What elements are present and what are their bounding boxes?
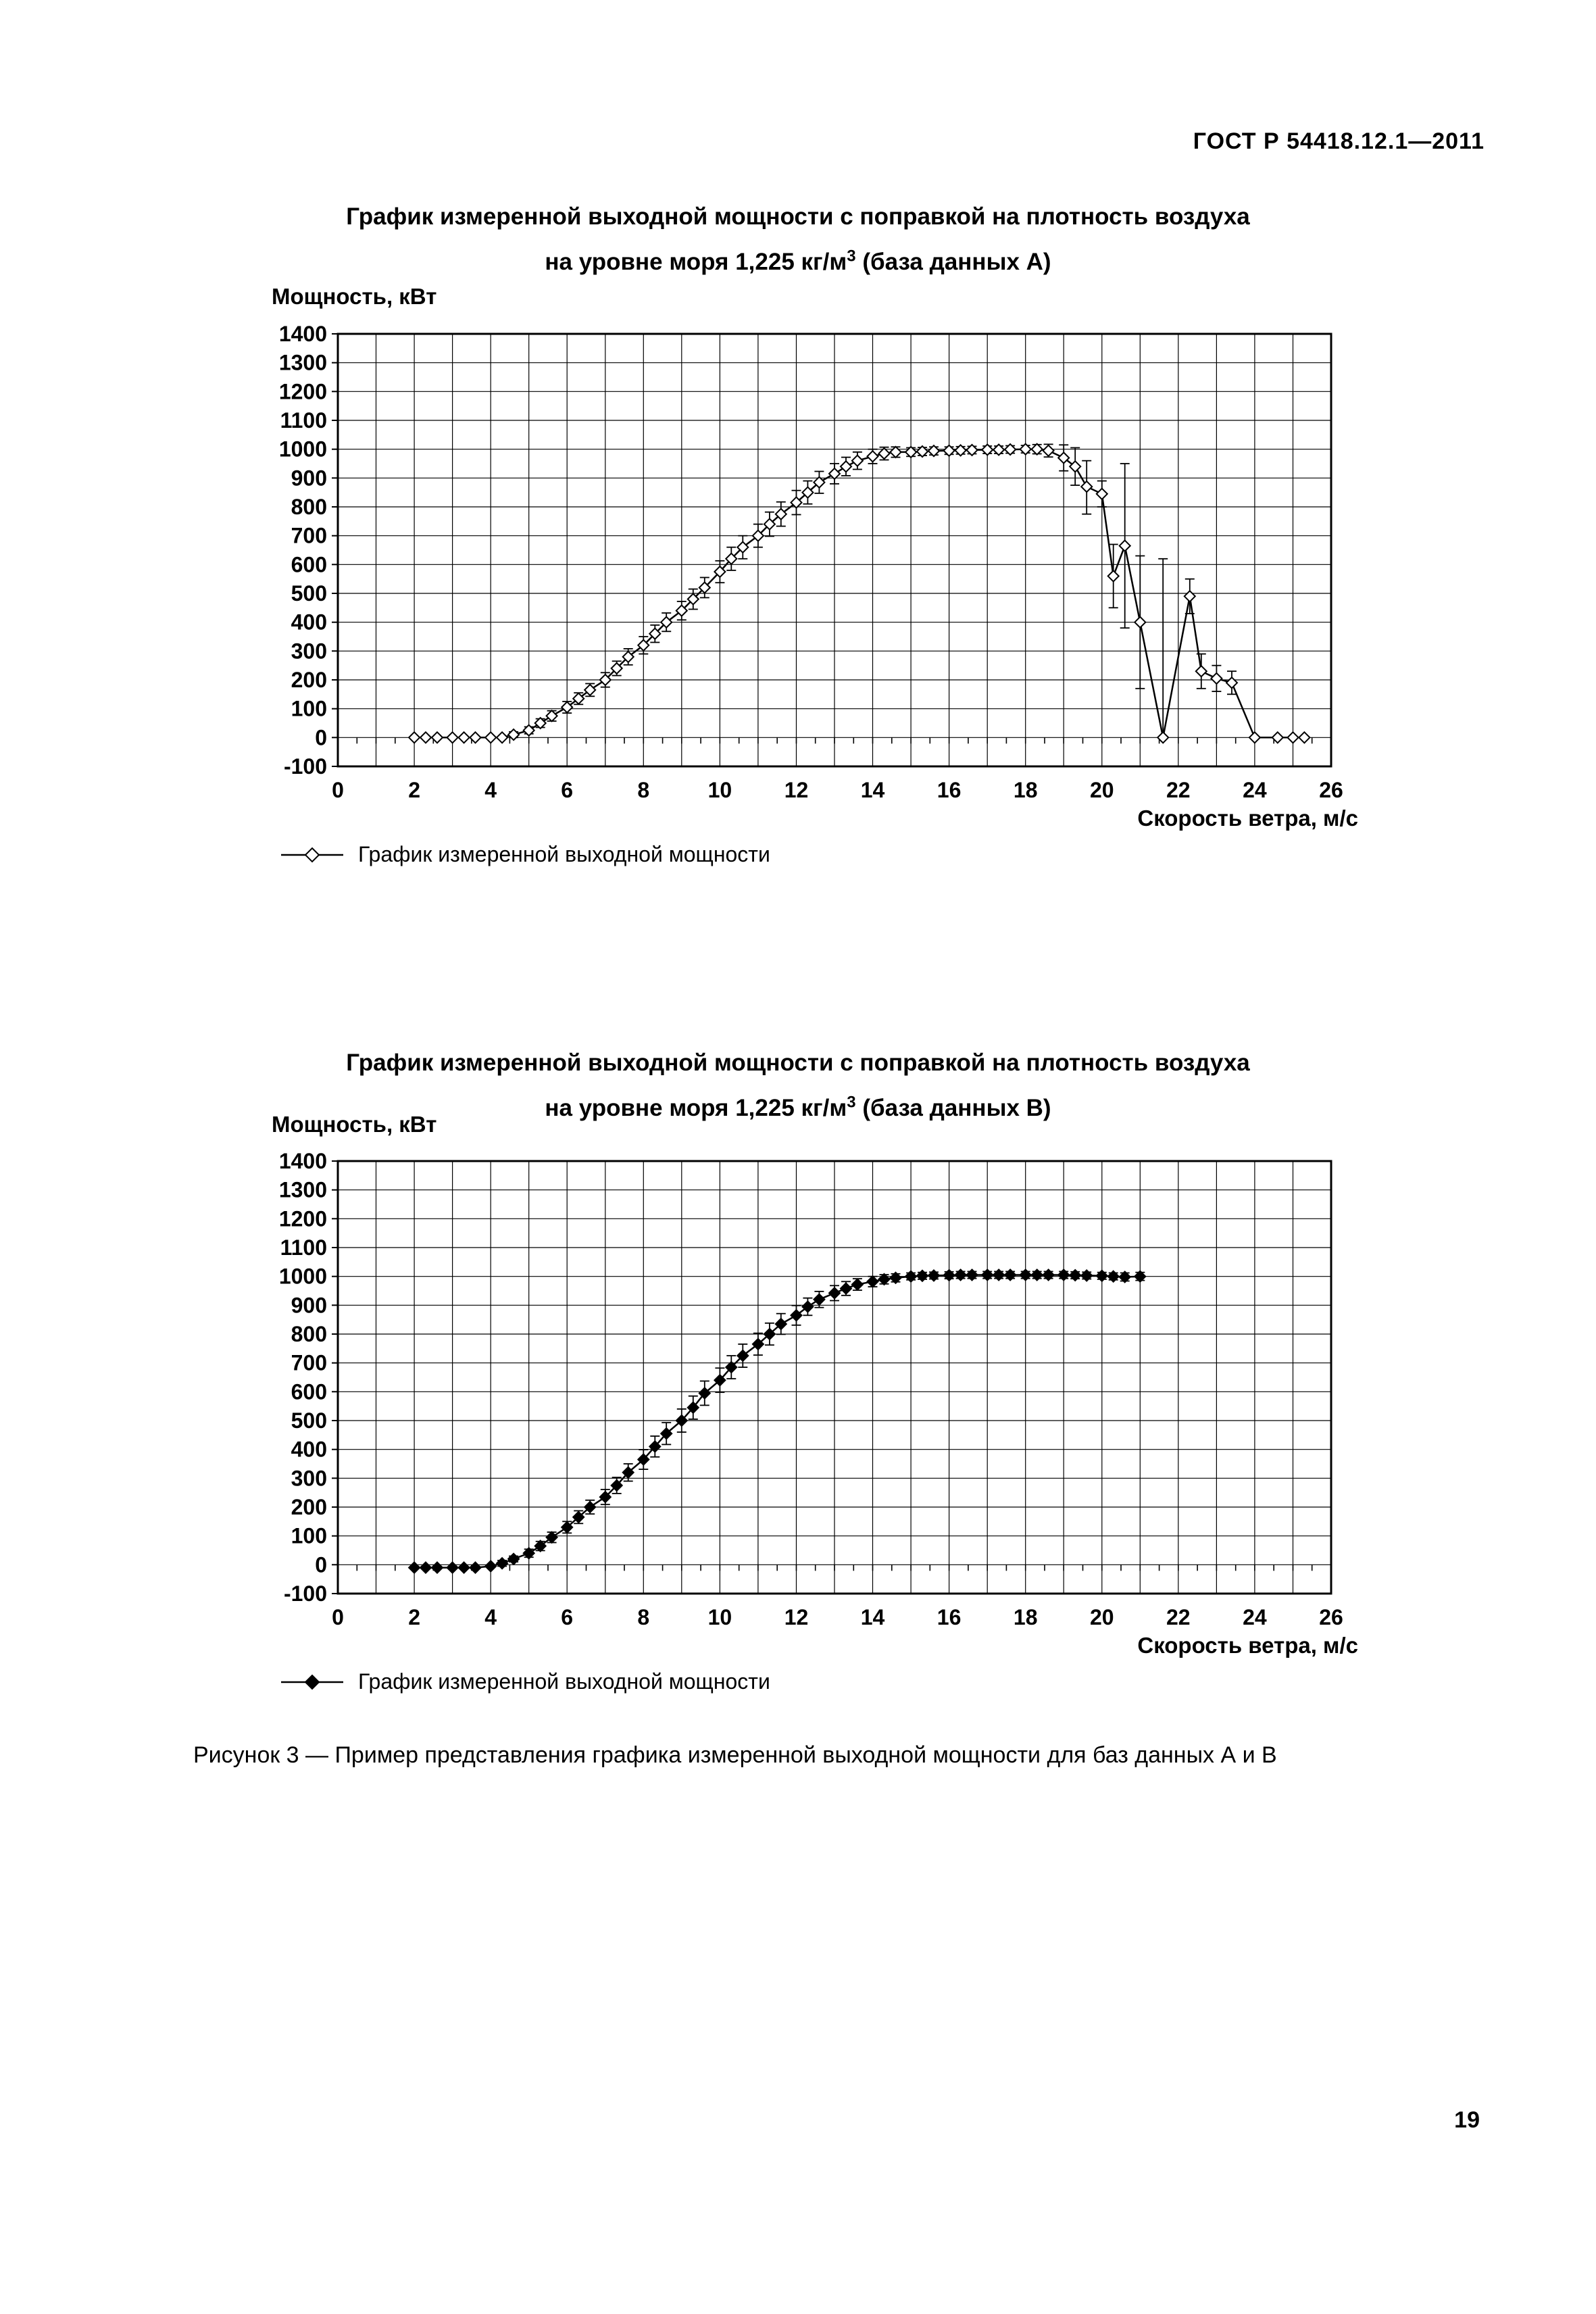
svg-text:12: 12 bbox=[784, 778, 809, 802]
svg-text:600: 600 bbox=[291, 552, 327, 576]
chart-b-y-axis-label: Мощность, кВт bbox=[272, 1112, 437, 1137]
svg-text:4: 4 bbox=[484, 1605, 497, 1629]
svg-text:26: 26 bbox=[1319, 1605, 1343, 1629]
svg-text:14: 14 bbox=[861, 778, 885, 802]
svg-text:24: 24 bbox=[1243, 778, 1267, 802]
svg-text:24: 24 bbox=[1243, 1605, 1267, 1629]
svg-text:16: 16 bbox=[937, 1605, 962, 1629]
svg-text:20: 20 bbox=[1090, 778, 1114, 802]
chart-b-plot: -100010020030040050060070080090010001100… bbox=[279, 1149, 1343, 1629]
figure-caption: Рисунок 3 — Пример представления графика… bbox=[193, 1742, 1277, 1768]
filled-diamond-marker-icon bbox=[281, 1674, 343, 1690]
document-header: ГОСТ Р 54418.12.1—2011 bbox=[1193, 128, 1485, 154]
svg-text:300: 300 bbox=[291, 639, 327, 663]
svg-text:1200: 1200 bbox=[279, 379, 327, 403]
svg-text:500: 500 bbox=[291, 1408, 327, 1433]
svg-text:-100: -100 bbox=[284, 754, 327, 779]
svg-text:1200: 1200 bbox=[279, 1206, 327, 1231]
chart-a-legend: График измеренной выходной мощности bbox=[278, 842, 770, 867]
svg-text:18: 18 bbox=[1014, 1605, 1038, 1629]
svg-text:26: 26 bbox=[1319, 778, 1343, 802]
svg-text:900: 900 bbox=[291, 466, 327, 490]
svg-text:10: 10 bbox=[708, 1605, 732, 1629]
chart-a-legend-label: График измеренной выходной мощности bbox=[358, 842, 770, 866]
svg-text:0: 0 bbox=[332, 778, 344, 802]
chart-b-title-line1: График измеренной выходной мощности с по… bbox=[346, 1050, 1250, 1076]
svg-text:700: 700 bbox=[291, 524, 327, 548]
chart-a-superscript: 3 bbox=[847, 246, 856, 265]
svg-text:1300: 1300 bbox=[279, 351, 327, 375]
svg-text:300: 300 bbox=[291, 1466, 327, 1490]
svg-text:1400: 1400 bbox=[279, 322, 327, 346]
svg-text:20: 20 bbox=[1090, 1605, 1114, 1629]
svg-text:0: 0 bbox=[315, 725, 327, 749]
chart-a-title-density: на уровне моря 1,225 кг/м bbox=[545, 248, 847, 275]
chart-b-legend-label: График измеренной выходной мощности bbox=[358, 1669, 770, 1694]
svg-text:1000: 1000 bbox=[279, 1264, 327, 1289]
chart-a-title-database: (база данных А) bbox=[855, 248, 1051, 275]
svg-text:0: 0 bbox=[315, 1552, 327, 1577]
svg-text:200: 200 bbox=[291, 1495, 327, 1519]
svg-text:8: 8 bbox=[637, 1605, 649, 1629]
chart-b-title-database: (база данных В) bbox=[855, 1094, 1051, 1121]
chart-b-title: График измеренной выходной мощности с по… bbox=[0, 1041, 1596, 1131]
svg-text:900: 900 bbox=[291, 1293, 327, 1317]
svg-text:12: 12 bbox=[784, 1605, 809, 1629]
chart-a-title-line1: График измеренной выходной мощности с по… bbox=[346, 203, 1250, 230]
chart-b-title-density: на уровне моря 1,225 кг/м bbox=[545, 1094, 847, 1121]
chart-a-title-line2: на уровне моря 1,225 кг/м3 (база данных … bbox=[0, 240, 1596, 285]
svg-text:8: 8 bbox=[637, 778, 649, 802]
svg-text:10: 10 bbox=[708, 778, 732, 802]
svg-text:200: 200 bbox=[291, 668, 327, 692]
chart-a-plot: -100010020030040050060070080090010001100… bbox=[279, 322, 1343, 802]
svg-text:2: 2 bbox=[408, 1605, 420, 1629]
svg-text:16: 16 bbox=[937, 778, 962, 802]
chart-a-y-axis-label: Мощность, кВт bbox=[272, 284, 437, 309]
svg-text:600: 600 bbox=[291, 1379, 327, 1404]
svg-text:4: 4 bbox=[484, 778, 497, 802]
chart-a-title: График измеренной выходной мощности с по… bbox=[0, 195, 1596, 285]
svg-text:700: 700 bbox=[291, 1351, 327, 1375]
svg-text:1000: 1000 bbox=[279, 437, 327, 462]
svg-text:2: 2 bbox=[408, 778, 420, 802]
svg-text:500: 500 bbox=[291, 581, 327, 606]
chart-b-legend: График измеренной выходной мощности bbox=[278, 1669, 770, 1694]
svg-text:6: 6 bbox=[561, 1605, 573, 1629]
chart-a-x-axis-label: Скорость ветра, м/с bbox=[1137, 806, 1358, 831]
svg-text:100: 100 bbox=[291, 697, 327, 721]
svg-text:1100: 1100 bbox=[280, 408, 327, 433]
svg-text:22: 22 bbox=[1166, 1605, 1191, 1629]
svg-text:1400: 1400 bbox=[279, 1149, 327, 1173]
svg-text:1300: 1300 bbox=[279, 1178, 327, 1202]
chart-b-title-line2: на уровне моря 1,225 кг/м3 (база данных … bbox=[0, 1086, 1596, 1131]
chart-b-x-axis-label: Скорость ветра, м/с bbox=[1137, 1633, 1358, 1658]
page-number: 19 bbox=[1454, 2107, 1480, 2133]
svg-text:400: 400 bbox=[291, 610, 327, 635]
svg-text:0: 0 bbox=[332, 1605, 344, 1629]
svg-text:1100: 1100 bbox=[280, 1235, 327, 1260]
svg-text:18: 18 bbox=[1014, 778, 1038, 802]
svg-text:800: 800 bbox=[291, 495, 327, 519]
svg-text:100: 100 bbox=[291, 1524, 327, 1548]
svg-text:400: 400 bbox=[291, 1437, 327, 1462]
svg-text:-100: -100 bbox=[284, 1581, 327, 1606]
svg-text:800: 800 bbox=[291, 1322, 327, 1346]
svg-text:6: 6 bbox=[561, 778, 573, 802]
svg-text:22: 22 bbox=[1166, 778, 1191, 802]
svg-text:14: 14 bbox=[861, 1605, 885, 1629]
open-diamond-marker-icon bbox=[281, 847, 343, 862]
chart-b-superscript: 3 bbox=[847, 1092, 856, 1111]
